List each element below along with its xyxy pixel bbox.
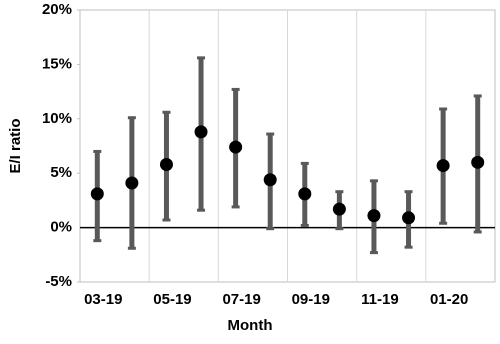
x-tick-label: 07-19 [222,291,260,308]
x-tick-label: 11-19 [361,291,399,308]
point [159,157,173,171]
point [471,155,485,169]
x-tick-label: 09-19 [292,291,330,308]
point [298,187,312,201]
point [229,140,243,154]
y-tick-label: 0% [50,219,72,236]
y-axis-title: E/I ratio [7,118,24,173]
point [125,176,139,190]
point [194,125,208,139]
point [332,202,346,216]
x-tick-label: 01-20 [430,291,468,308]
y-tick-label: 15% [42,55,72,72]
y-tick-label: 5% [50,164,72,181]
y-tick-label: 20% [42,1,72,18]
point [90,187,104,201]
x-tick-label: 03-19 [84,291,122,308]
point [367,209,381,223]
y-tick-label: -5% [45,273,72,290]
x-tick-label: 05-19 [153,291,191,308]
x-axis-title: Month [228,317,273,334]
y-tick-label: 10% [42,110,72,127]
point [263,173,277,187]
point [402,211,416,225]
point [436,159,450,173]
